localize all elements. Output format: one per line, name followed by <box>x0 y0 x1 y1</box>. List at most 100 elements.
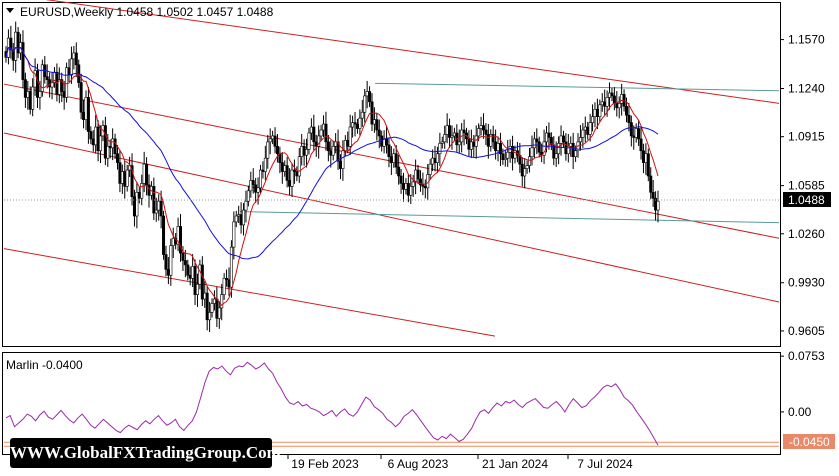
candle <box>629 115 633 147</box>
candle <box>242 203 246 236</box>
candle <box>324 111 328 151</box>
candle <box>399 169 403 194</box>
menu-triangle-icon[interactable] <box>6 8 14 13</box>
candle <box>317 125 321 159</box>
candle <box>145 157 149 196</box>
fast-ma-line <box>5 46 659 307</box>
candle <box>448 118 452 148</box>
candle <box>159 190 163 229</box>
price-axis: 1.1570 1.1240 1.0915 1.0585 1.0260 0.9930 0.96… <box>4 33 825 338</box>
candle <box>353 112 357 137</box>
price-tick-label: 1.0260 <box>788 227 825 241</box>
price-tick-label: 0.9930 <box>788 276 825 290</box>
price-tick-label: 1.1570 <box>788 33 825 47</box>
candle <box>169 238 173 286</box>
candle <box>21 30 25 89</box>
candle <box>275 134 279 163</box>
candle <box>217 300 221 329</box>
candle <box>363 88 367 123</box>
candle <box>290 163 294 197</box>
candle <box>251 168 255 194</box>
candle <box>208 301 212 333</box>
candle <box>292 159 296 184</box>
candle <box>225 269 229 287</box>
candle <box>268 128 272 155</box>
candle <box>598 99 602 122</box>
candle <box>222 273 226 300</box>
indicator-panel-frame <box>2 352 781 455</box>
candle <box>377 119 381 149</box>
candle <box>503 149 507 167</box>
candle <box>263 145 267 181</box>
candle <box>179 214 183 262</box>
candle <box>397 154 401 185</box>
indicator-value-tag <box>783 434 835 449</box>
candle <box>31 78 35 117</box>
candle <box>360 99 364 127</box>
candle <box>409 174 413 205</box>
symbol-header: EURUSD,Weekly 1.0458 1.0502 1.0457 1.048… <box>20 5 274 19</box>
current-price-label: 1.0488 <box>788 193 825 207</box>
candle <box>273 127 277 154</box>
oscillator-tick-label: 0.00 <box>788 405 812 419</box>
candle <box>229 240 233 298</box>
candle <box>183 249 187 278</box>
time-tick-label: 21 Jan 2024 <box>482 457 548 471</box>
candle <box>164 245 168 277</box>
candle <box>23 72 27 108</box>
candle <box>542 129 546 164</box>
candle <box>341 140 345 181</box>
candle <box>588 113 592 142</box>
candle <box>549 132 553 151</box>
candle <box>86 86 90 144</box>
candle <box>40 59 44 97</box>
candle <box>79 73 83 120</box>
candle <box>307 127 311 155</box>
candle <box>9 25 13 59</box>
candle <box>639 126 643 160</box>
candle <box>285 156 289 188</box>
candle <box>103 116 107 166</box>
moving-averages <box>5 46 659 307</box>
candle <box>45 64 49 89</box>
candle <box>506 139 510 167</box>
candle <box>537 136 541 158</box>
candle <box>210 298 214 318</box>
candle <box>368 86 372 108</box>
candle <box>525 160 529 174</box>
candle <box>394 144 398 175</box>
candle <box>258 164 262 194</box>
current-price-tag <box>783 192 831 207</box>
indicator-value-label: -0.0450 <box>789 435 830 449</box>
candle <box>571 132 575 170</box>
candle <box>656 190 660 223</box>
candle <box>297 147 301 183</box>
channel-lower-line <box>3 132 780 303</box>
candle <box>326 134 330 162</box>
candle <box>140 174 144 206</box>
candle <box>135 181 139 229</box>
candle <box>130 153 134 206</box>
candle <box>193 259 197 306</box>
candle <box>256 177 260 205</box>
candle <box>450 125 454 150</box>
candle <box>474 125 478 159</box>
price-tick-label: 1.1240 <box>788 82 825 96</box>
candle <box>484 123 488 145</box>
candle <box>617 96 621 119</box>
candle <box>610 87 614 102</box>
candle <box>115 144 119 170</box>
candle <box>375 112 379 141</box>
price-tick-label: 0.9605 <box>788 324 825 338</box>
candle <box>162 210 166 260</box>
candle <box>438 132 442 167</box>
candle <box>535 128 539 155</box>
candle <box>312 114 316 151</box>
time-tick-label: 7 Jul 2024 <box>577 457 633 471</box>
candle <box>181 246 185 272</box>
candle <box>523 158 527 189</box>
candle <box>266 134 270 169</box>
candle <box>481 113 485 139</box>
